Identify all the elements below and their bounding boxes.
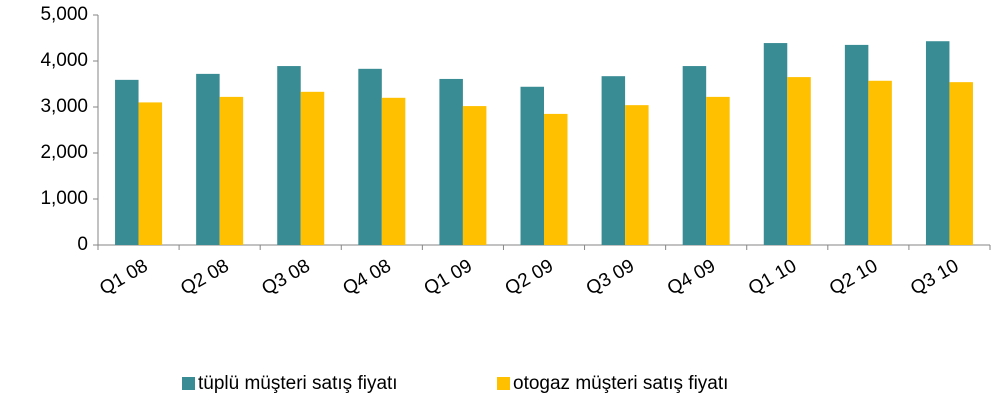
bar (462, 106, 487, 245)
y-tick-label: 1,000 (40, 188, 88, 209)
x-tick-label: Q2 10 (826, 255, 881, 299)
y-tick-label: 3,000 (40, 96, 88, 117)
bar (625, 105, 649, 245)
legend-label: tüplü müşteri satış fiyatı (198, 373, 398, 394)
bar (277, 66, 301, 245)
y-tick-label: 5,000 (40, 4, 88, 25)
bar (115, 79, 139, 245)
legend-label: otogaz müşteri satış fiyatı (513, 373, 728, 394)
bar (439, 78, 463, 245)
bar (520, 86, 544, 245)
bar (219, 96, 244, 245)
bar (682, 66, 707, 245)
bar (787, 77, 811, 245)
x-tick-label: Q1 10 (745, 255, 800, 299)
x-tick-label: Q1 08 (96, 255, 151, 299)
x-tick-label: Q4 08 (339, 255, 394, 299)
y-tick-label: 0 (77, 234, 88, 255)
bar (949, 82, 973, 245)
bar (138, 102, 163, 246)
bar (601, 76, 626, 246)
y-tick-label: 2,000 (40, 142, 88, 163)
legend-swatch (497, 377, 510, 390)
bar (544, 113, 568, 246)
x-tick-label: Q2 08 (177, 255, 232, 299)
bar (706, 96, 730, 245)
bar (196, 73, 220, 245)
bar (763, 43, 788, 246)
bar (925, 41, 950, 245)
x-tick-label: Q2 09 (502, 255, 557, 299)
bar (844, 44, 869, 246)
y-tick-label: 4,000 (40, 50, 88, 71)
x-tick-label: Q1 09 (421, 255, 476, 299)
bar (381, 97, 406, 245)
x-tick-label: Q3 08 (258, 255, 313, 299)
bar (868, 80, 892, 245)
bar (300, 91, 325, 245)
x-tick-label: Q3 10 (907, 255, 962, 299)
x-tick-label: Q4 09 (664, 255, 719, 299)
x-tick-label: Q3 09 (583, 255, 638, 299)
bar (358, 68, 382, 245)
legend-swatch (182, 377, 195, 390)
